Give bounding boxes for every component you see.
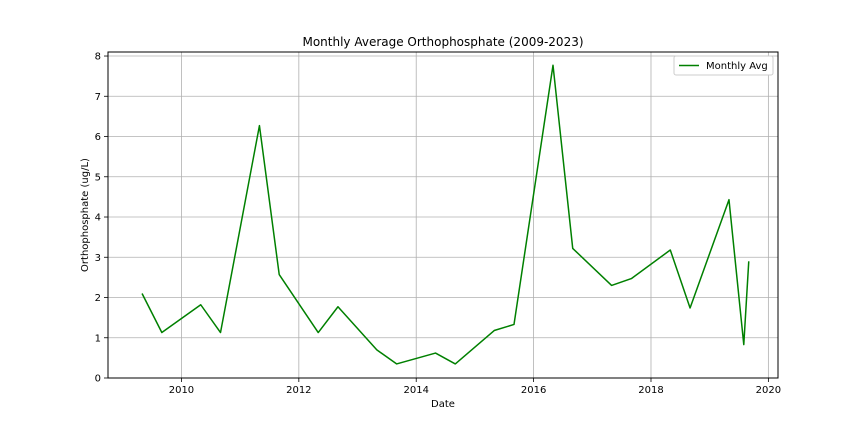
x-tick-label: 2010 xyxy=(169,385,194,396)
plot-frame xyxy=(107,51,779,379)
x-tick-label: 2018 xyxy=(638,385,663,396)
ticks: 2010 2012 2014 2016 2018 2020 0 1 2 3 4 5 6 7 8 xyxy=(95,52,781,396)
x-tick-label: 2016 xyxy=(521,385,546,396)
y-axis-label: Orthophosphate (ug/L) xyxy=(80,158,91,272)
y-tick-label: 1 xyxy=(95,333,101,344)
legend-box xyxy=(673,55,774,76)
y-tick-label: 3 xyxy=(95,253,101,264)
y-tick-label: 6 xyxy=(95,132,101,143)
series-layer xyxy=(141,64,750,365)
y-tick-label: 2 xyxy=(95,293,101,304)
y-tick-label: 7 xyxy=(95,92,101,103)
x-tick-label: 2020 xyxy=(756,385,781,396)
y-tick-label: 4 xyxy=(95,213,101,224)
chart-title: Monthly Average Orthophosphate (2009-202… xyxy=(302,35,583,49)
x-tick-label: 2014 xyxy=(403,385,428,396)
grid xyxy=(108,52,778,379)
legend: Monthly Avg xyxy=(673,55,774,76)
y-tick-label: 8 xyxy=(95,52,101,63)
x-tick-label: 2012 xyxy=(286,385,311,396)
x-axis-label: Date xyxy=(431,399,455,410)
legend-label: Monthly Avg xyxy=(706,61,768,72)
y-tick-label: 0 xyxy=(95,374,101,385)
y-tick-label: 5 xyxy=(95,172,101,183)
